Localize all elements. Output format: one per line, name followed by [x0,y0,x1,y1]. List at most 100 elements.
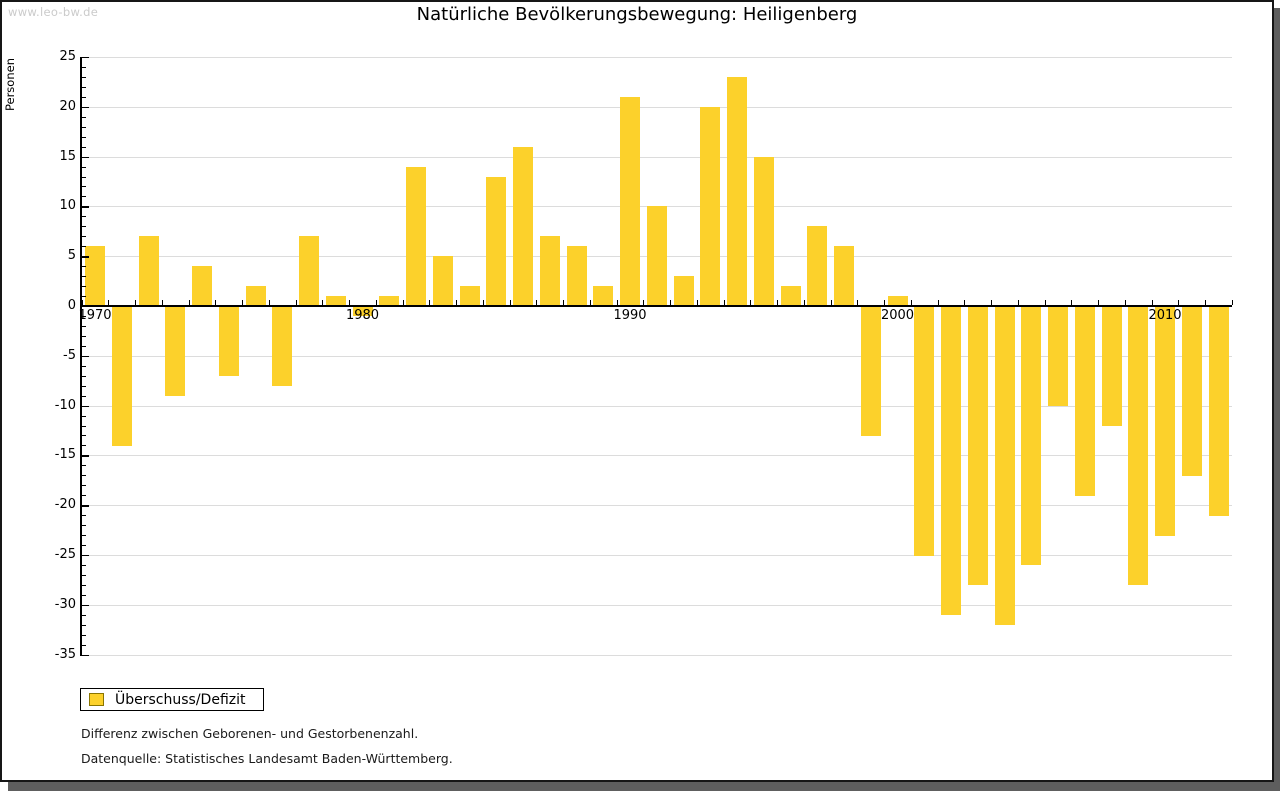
bar-1973 [165,306,186,397]
y-tick [82,186,86,188]
y-tick [82,644,86,646]
bar-2001 [914,306,935,556]
x-tick [268,299,270,305]
y-tick [82,564,86,566]
x-axis-label: 2000 [880,308,915,323]
bar-1971 [111,306,132,446]
bar-1979 [325,296,346,306]
x-axis-label: 1990 [613,308,647,323]
x-tick [777,299,779,305]
bar-1994 [727,76,747,306]
x-tick [1124,299,1126,305]
y-tick [82,256,89,258]
x-tick [161,299,163,305]
y-tick [82,226,86,228]
y-tick [82,246,86,248]
bar-1981 [379,296,400,306]
x-tick [910,299,912,305]
x-tick [295,299,297,305]
x-tick [349,299,351,305]
y-tick [82,126,86,128]
bar-1991 [646,206,667,306]
y-tick [82,475,86,477]
y-tick [82,385,86,387]
x-axis-line [80,304,1232,307]
x-tick [964,299,966,305]
bar-1997 [807,226,828,306]
x-tick [81,299,83,305]
y-tick [82,465,86,467]
bar-2006 [1048,306,1068,407]
y-axis-label: -5 [63,347,76,363]
gridline [81,555,1232,556]
x-tick [830,299,832,305]
x-tick [1017,299,1019,305]
gridline [81,156,1232,158]
y-tick [82,76,86,78]
y-tick [82,485,86,487]
y-tick [82,654,89,656]
bar-1976 [245,286,266,306]
y-tick [82,206,89,208]
x-tick [696,299,698,305]
x-tick [135,299,137,305]
gridline [81,355,1232,357]
x-tick [242,299,244,305]
x-tick [1205,299,1207,305]
y-tick [82,196,86,198]
bar-1996 [780,286,801,306]
y-tick [82,574,86,576]
y-tick [82,375,86,377]
y-axis-label: -15 [54,447,76,463]
y-tick [82,325,86,327]
bar-2005 [1021,306,1042,566]
y-tick [82,156,89,158]
bar-1974 [192,266,212,306]
x-tick [616,299,618,305]
y-tick [82,266,86,268]
y-tick [82,405,89,407]
bar-2002 [941,306,961,616]
y-tick [82,624,86,626]
x-tick [375,299,377,305]
y-axis-label: 0 [67,298,76,313]
bar-1983 [432,256,453,306]
bar-1980 [352,306,373,317]
x-axis-label: 1980 [345,308,380,323]
chart-title: Natürliche Bevölkerungsbewegung: Heilige… [416,4,858,25]
bar-1990 [620,96,640,306]
x-tick [750,299,752,305]
gridline [81,654,1232,656]
y-tick [82,106,89,109]
bar-1970 [85,246,105,306]
y-tick [82,176,86,178]
y-tick [82,136,86,138]
y-axis-title: Personen [3,58,17,112]
bar-2007 [1074,306,1095,496]
bar-2004 [994,306,1015,626]
y-tick [82,236,86,238]
bar-1984 [459,286,480,306]
y-tick [82,276,86,278]
bar-1988 [566,246,587,306]
footnote-source: Datenquelle: Statistisches Landesamt Bad… [81,751,453,766]
x-tick [1178,299,1180,305]
bar-1985 [486,176,507,306]
x-tick [589,299,591,305]
y-axis-label: -20 [54,497,76,513]
bar-1987 [539,236,560,306]
y-tick [82,395,86,397]
x-tick [188,299,190,305]
bar-2012 [1208,306,1229,516]
y-tick [82,57,89,59]
y-axis-label: -10 [54,397,76,413]
y-tick [82,455,89,457]
y-tick [82,614,86,616]
frame-shadow-bottom [8,782,1280,791]
x-tick [857,299,859,305]
x-tick [803,299,805,305]
y-axis-label: -25 [54,547,76,562]
gridline [81,505,1232,507]
legend-swatch-icon [89,693,104,706]
y-tick [82,296,86,298]
